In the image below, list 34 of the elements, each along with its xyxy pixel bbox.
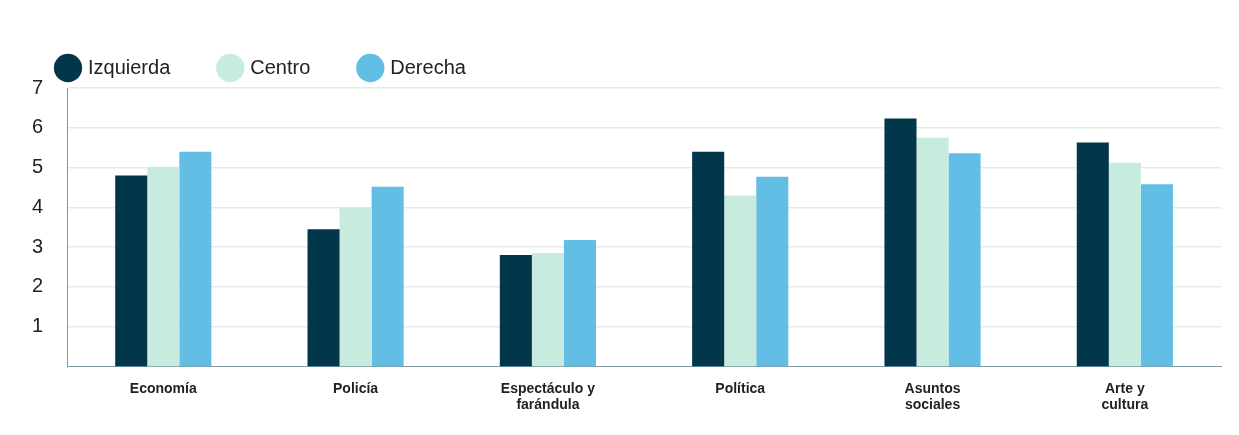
y-tick-label: 4 bbox=[32, 194, 44, 217]
legend-label: Centro bbox=[250, 55, 311, 78]
bar bbox=[531, 253, 564, 367]
y-tick-label: 2 bbox=[32, 274, 44, 297]
bar bbox=[756, 176, 789, 367]
bar bbox=[916, 137, 949, 367]
bar bbox=[147, 166, 180, 367]
bar bbox=[884, 118, 917, 367]
bar bbox=[371, 186, 404, 367]
bar bbox=[179, 151, 212, 367]
y-tick-label: 3 bbox=[32, 234, 44, 257]
legend-label: Derecha bbox=[390, 55, 467, 78]
bar bbox=[339, 207, 372, 367]
bar bbox=[115, 175, 148, 367]
bar bbox=[1108, 162, 1141, 367]
x-tick-label: Política bbox=[715, 379, 766, 396]
bar bbox=[1140, 184, 1173, 367]
bar bbox=[307, 229, 340, 367]
bar bbox=[724, 195, 757, 367]
x-tick-label: Asuntos sociales bbox=[904, 379, 961, 413]
x-tick-label: Policía bbox=[333, 379, 379, 396]
x-tick-label: Arte y cultura bbox=[1101, 379, 1149, 413]
x-tick-label: Espectáculo y farándula bbox=[500, 379, 596, 413]
legend-label: Izquierda bbox=[88, 55, 172, 78]
bar bbox=[692, 151, 725, 367]
y-tick-label: 7 bbox=[32, 75, 44, 98]
x-tick-label: Economía bbox=[129, 379, 197, 396]
y-tick-label: 6 bbox=[32, 115, 44, 138]
bar bbox=[563, 239, 596, 367]
y-tick-label: 1 bbox=[32, 314, 44, 337]
bar bbox=[948, 153, 981, 367]
bar bbox=[1076, 142, 1109, 367]
bar bbox=[499, 255, 532, 367]
y-tick-label: 5 bbox=[32, 155, 44, 178]
